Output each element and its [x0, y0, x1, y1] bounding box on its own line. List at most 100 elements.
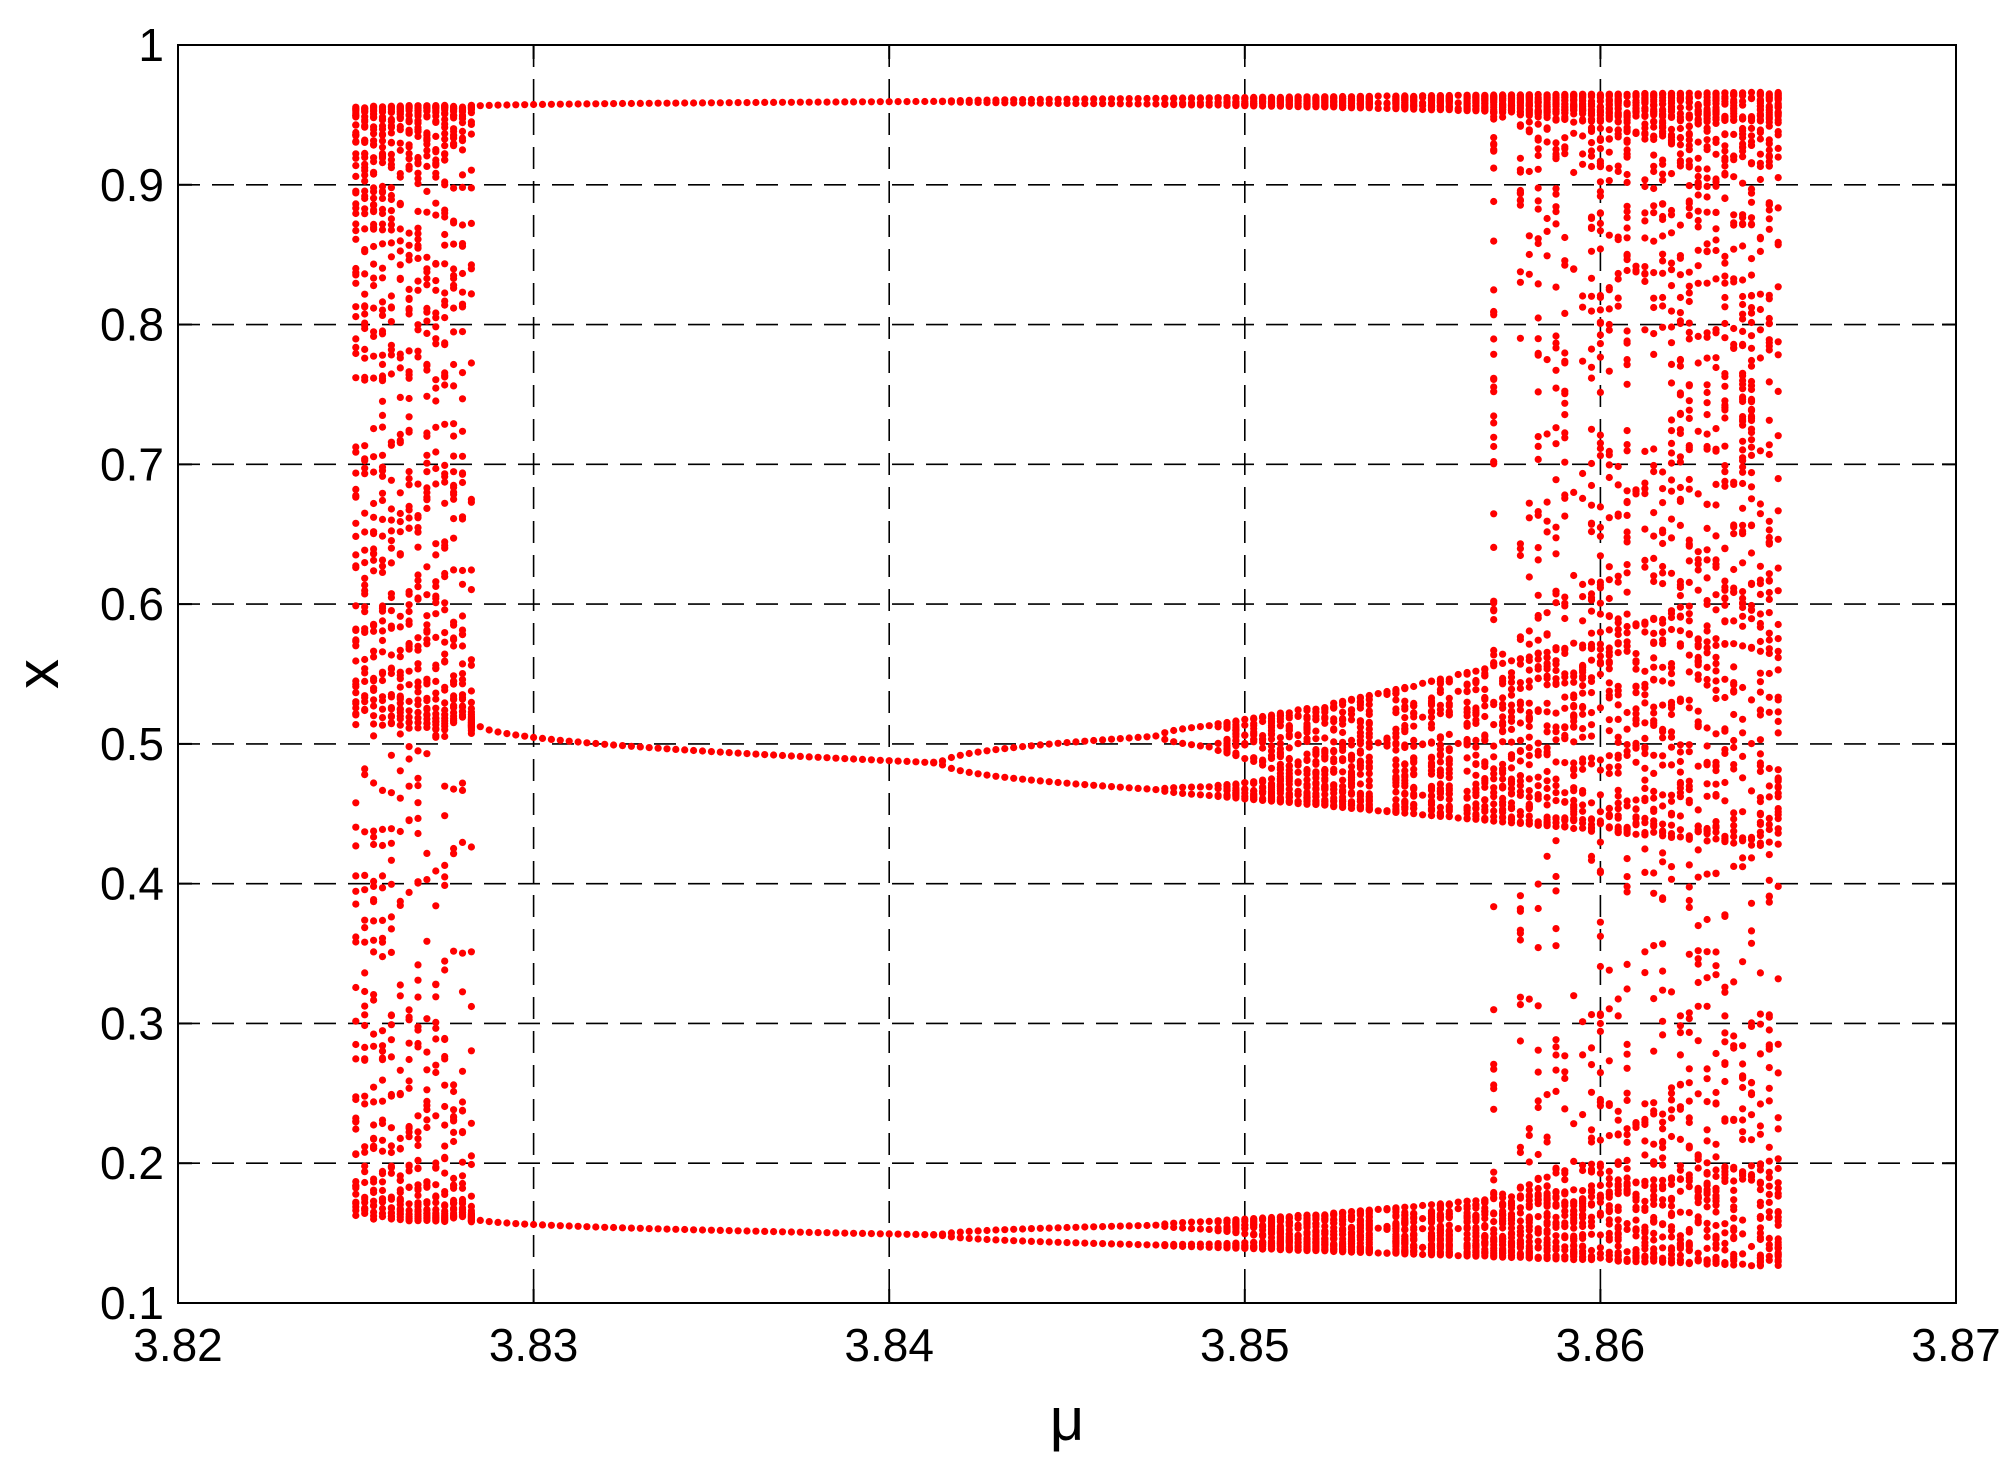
- data-point: [1490, 134, 1498, 142]
- data-point: [378, 423, 387, 431]
- data-point: [1259, 1221, 1267, 1229]
- data-point: [823, 754, 831, 762]
- data-point: [432, 540, 440, 548]
- data-point: [396, 612, 404, 620]
- data-point: [1579, 115, 1587, 124]
- data-point: [1347, 763, 1356, 771]
- data-point: [1596, 452, 1604, 460]
- data-point: [1303, 735, 1311, 743]
- data-point: [370, 556, 378, 564]
- data-point: [1543, 674, 1551, 683]
- data-point: [1410, 682, 1418, 691]
- data-point: [1339, 1210, 1347, 1218]
- data-point: [1445, 765, 1453, 773]
- data-point: [1605, 148, 1613, 156]
- data-point: [450, 785, 458, 793]
- data-point: [441, 123, 449, 131]
- data-point: [476, 1216, 484, 1224]
- data-point: [423, 208, 431, 216]
- data-point: [1623, 528, 1631, 536]
- data-point: [1490, 350, 1498, 358]
- data-point: [1125, 734, 1133, 742]
- data-point: [1294, 711, 1302, 720]
- data-point: [992, 1226, 1000, 1234]
- data-point: [396, 393, 404, 401]
- data-point: [1605, 320, 1613, 329]
- data-point: [1365, 1234, 1373, 1242]
- data-point: [1445, 1200, 1453, 1208]
- data-point: [1632, 99, 1640, 107]
- data-point: [361, 442, 369, 450]
- data-point: [1623, 214, 1631, 222]
- data-point: [1507, 99, 1516, 107]
- data-point: [1419, 92, 1427, 100]
- data-point: [432, 551, 440, 559]
- data-point: [414, 160, 422, 168]
- data-point: [1632, 813, 1640, 821]
- data-point: [1552, 1051, 1560, 1059]
- data-point: [1579, 1197, 1587, 1205]
- data-point: [1303, 720, 1311, 728]
- data-point: [530, 100, 538, 109]
- data-point: [1410, 771, 1418, 779]
- data-point: [1463, 754, 1471, 762]
- data-point: [1490, 113, 1498, 121]
- data-point: [930, 1231, 938, 1239]
- data-point: [1490, 1209, 1498, 1217]
- data-point: [1570, 824, 1578, 833]
- data-point: [938, 757, 947, 765]
- data-point: [1596, 523, 1604, 532]
- data-point: [1614, 682, 1622, 690]
- data-point: [467, 1002, 475, 1011]
- data-point: [1543, 356, 1551, 364]
- data-point: [1276, 1213, 1284, 1221]
- data-point: [1445, 774, 1453, 782]
- data-point: [423, 432, 431, 440]
- data-point: [423, 937, 431, 945]
- data-point: [956, 767, 964, 775]
- data-point: [458, 470, 467, 478]
- data-point: [1579, 292, 1587, 300]
- data-point: [1330, 715, 1338, 723]
- data-point: [1579, 580, 1587, 589]
- data-point: [1579, 644, 1587, 652]
- data-point: [405, 617, 413, 625]
- data-point: [1516, 679, 1524, 687]
- data-point: [370, 1042, 378, 1050]
- data-point: [1534, 1213, 1542, 1221]
- data-point: [1303, 1243, 1311, 1251]
- data-point: [423, 459, 431, 467]
- data-point: [1623, 266, 1631, 275]
- data-point: [1534, 773, 1542, 781]
- data-point: [1570, 992, 1578, 1000]
- data-point: [361, 1092, 369, 1100]
- data-point: [423, 496, 431, 504]
- data-point: [1383, 742, 1391, 750]
- data-point: [396, 1144, 404, 1152]
- data-point: [1321, 96, 1329, 104]
- data-point: [992, 96, 1000, 104]
- data-point: [458, 221, 467, 229]
- data-point: [1552, 797, 1560, 805]
- data-point: [1507, 1224, 1516, 1232]
- data-point: [1623, 638, 1631, 646]
- data-point: [1419, 679, 1427, 687]
- data-point: [1587, 152, 1596, 160]
- data-point: [396, 170, 404, 178]
- data-point: [423, 1178, 431, 1187]
- data-point: [352, 264, 360, 273]
- data-point: [1534, 1068, 1542, 1076]
- data-point: [1347, 716, 1356, 724]
- data-point: [1401, 685, 1409, 693]
- data-point: [441, 301, 449, 309]
- data-point: [761, 751, 769, 759]
- data-point: [1463, 95, 1471, 103]
- data-point: [378, 617, 387, 625]
- data-point: [903, 98, 911, 106]
- data-point: [1570, 694, 1578, 702]
- data-point: [1623, 1256, 1631, 1264]
- data-point: [432, 376, 440, 384]
- data-point: [876, 98, 884, 106]
- data-point: [1090, 736, 1098, 745]
- data-point: [1570, 672, 1578, 681]
